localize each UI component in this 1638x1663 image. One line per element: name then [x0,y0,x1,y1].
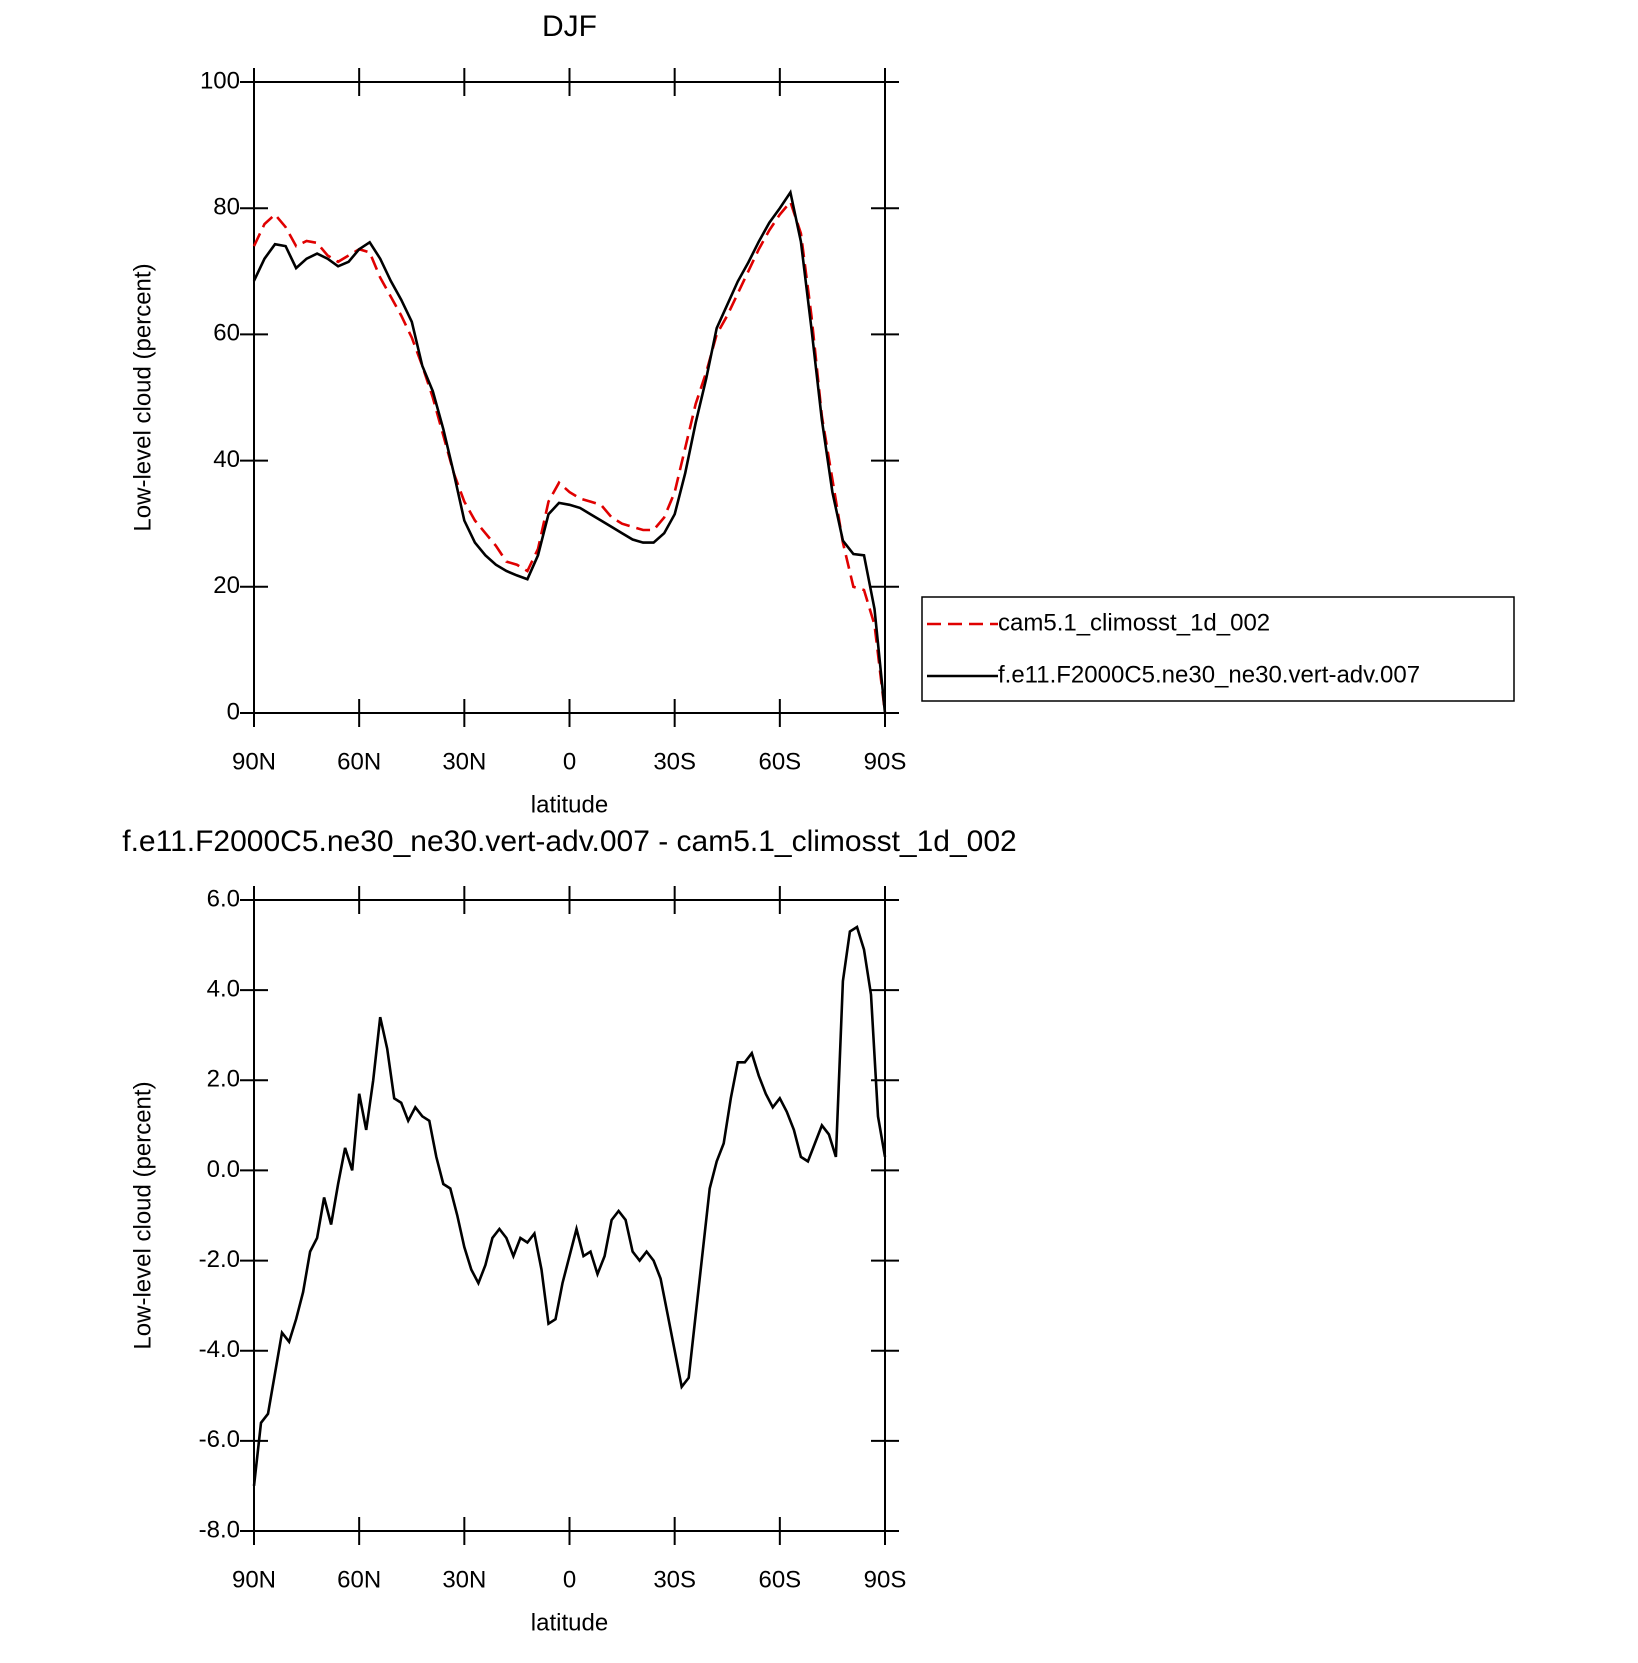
data-line [252,199,887,714]
x-tick-label: 60N [337,748,381,775]
plot-frame [253,899,886,1532]
x-tick-label: 30N [442,748,486,775]
y-tick-label: 40 [213,446,240,473]
y-tick-label: 60 [213,320,240,347]
y-tick-label: 20 [213,572,240,599]
y-axis-label: Low-level cloud (percent) [129,263,156,531]
y-axis-label: Low-level cloud (percent) [129,1081,156,1349]
y-tick-label: 6.0 [207,885,240,912]
chart-title: DJF [542,10,597,43]
data-line [252,924,887,1487]
y-tick-label: -8.0 [199,1516,240,1543]
y-tick-label: 0.0 [207,1156,240,1183]
y-tick-label: 4.0 [207,975,240,1002]
x-tick-label: 90N [232,748,276,775]
y-tick-label: -2.0 [199,1246,240,1273]
x-tick-label: 90N [232,1566,276,1593]
y-tick-label: 100 [200,67,240,94]
legend-box [921,596,1515,702]
legend-label: f.e11.F2000C5.ne30_ne30.vert-adv.007 [998,661,1420,688]
x-tick-label: 30S [653,748,696,775]
x-tick-label: 90S [864,748,907,775]
y-tick-label: 2.0 [207,1066,240,1093]
x-tick-label: 30S [653,1566,696,1593]
x-tick-label: 60N [337,1566,381,1593]
x-tick-label: 0 [563,1566,576,1593]
y-tick-label: 80 [213,194,240,221]
chart-title: f.e11.F2000C5.ne30_ne30.vert-adv.007 - c… [122,825,1016,858]
data-line [252,189,887,714]
x-tick-label: 0 [563,748,576,775]
plot-frame [253,81,886,714]
x-tick-label: 60S [758,748,801,775]
x-tick-label: 90S [864,1566,907,1593]
x-tick-label: 30N [442,1566,486,1593]
y-tick-label: -4.0 [199,1336,240,1363]
y-tick-label: -6.0 [199,1426,240,1453]
y-tick-label: 0 [227,698,240,725]
x-axis-label: latitude [531,791,608,818]
legend-label: cam5.1_climosst_1d_002 [998,609,1270,636]
x-axis-label: latitude [531,1609,608,1636]
x-tick-label: 60S [758,1566,801,1593]
